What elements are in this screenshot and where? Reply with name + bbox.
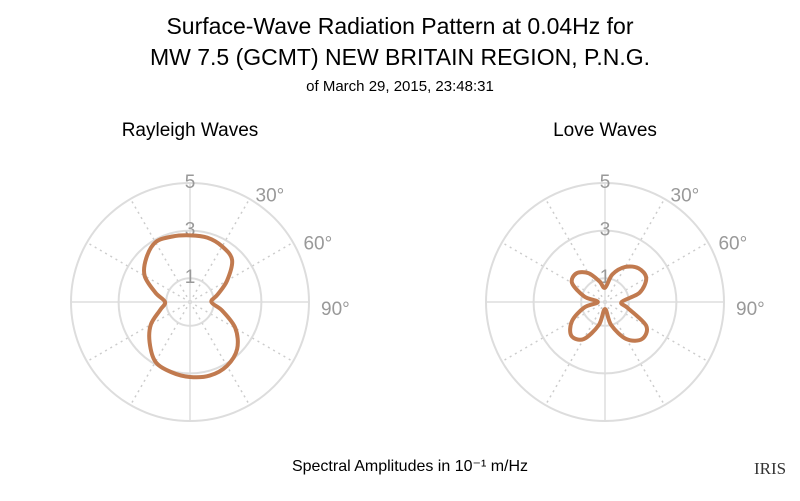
spoke xyxy=(86,301,191,363)
spoke xyxy=(604,301,709,363)
spoke xyxy=(129,198,191,303)
r-tick-label: 5 xyxy=(185,172,196,193)
chart-title: Rayleigh Waves xyxy=(122,120,259,141)
logo: IRIS xyxy=(754,459,786,478)
title-line: Surface-Wave Radiation Pattern at 0.04Hz… xyxy=(166,13,633,39)
spoke xyxy=(129,301,191,406)
subtitle: of March 29, 2015, 23:48:31 xyxy=(306,78,494,95)
spoke xyxy=(189,198,251,303)
spoke xyxy=(189,241,294,303)
r-tick-label: 1 xyxy=(600,267,611,288)
spoke xyxy=(604,301,666,406)
title-line: MW 7.5 (GCMT) NEW BRITAIN REGION, P.N.G. xyxy=(150,44,650,70)
grid-circle xyxy=(580,277,630,327)
spoke xyxy=(604,241,709,303)
theta-tick-label: 90° xyxy=(736,299,765,320)
spoke xyxy=(544,198,606,303)
grid-circle xyxy=(485,182,725,422)
spoke xyxy=(604,198,666,303)
grid-circle xyxy=(117,229,263,375)
r-tick-label: 5 xyxy=(600,172,611,193)
chart-title: Love Waves xyxy=(553,120,657,141)
spoke xyxy=(544,301,606,406)
spoke xyxy=(501,301,606,363)
r-tick-label: 1 xyxy=(185,267,196,288)
spoke xyxy=(189,301,251,406)
r-tick-label: 3 xyxy=(600,220,611,241)
theta-tick-label: 60° xyxy=(718,234,747,255)
caption: Spectral Amplitudes in 10⁻¹ m/Hz xyxy=(292,458,528,475)
spoke xyxy=(501,241,606,303)
pattern-line xyxy=(141,233,240,380)
theta-tick-label: 60° xyxy=(303,234,332,255)
theta-tick-label: 30° xyxy=(256,186,285,207)
r-tick-label: 3 xyxy=(185,220,196,241)
theta-tick-label: 30° xyxy=(671,186,700,207)
spoke xyxy=(86,241,191,303)
spoke xyxy=(189,301,294,363)
pattern-line xyxy=(568,264,650,343)
grid-circle xyxy=(70,182,310,422)
grid-circle xyxy=(532,229,678,375)
theta-tick-label: 90° xyxy=(321,299,350,320)
